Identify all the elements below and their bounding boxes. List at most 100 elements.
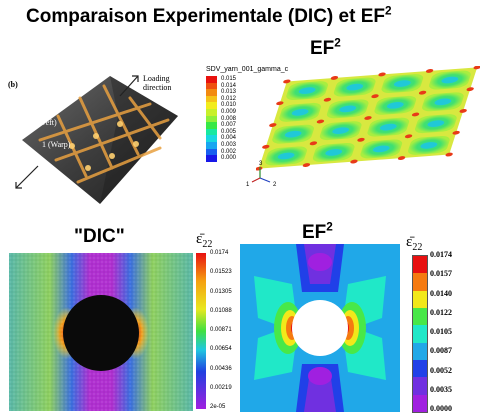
ef-top-legend-swatch bbox=[206, 128, 217, 136]
ef-top-legend-value: 0.002 bbox=[221, 148, 237, 155]
mesh-cell-core bbox=[346, 83, 364, 91]
ef-top-legend-swatch bbox=[206, 135, 217, 142]
ef-top-legend-row: 0.007 bbox=[206, 122, 236, 129]
mesh-hotspot bbox=[466, 87, 474, 92]
slide-title: Comparaison Experimentale (DIC) et EF2 bbox=[26, 4, 392, 27]
ef-top-legend-value: 0.004 bbox=[221, 135, 237, 142]
ef-colorbar-band bbox=[413, 394, 427, 412]
ef-top-legend-row: 0.013 bbox=[206, 89, 236, 96]
mesh-cell-core bbox=[379, 123, 397, 131]
ef-top-legend-row: 0.015 bbox=[206, 76, 236, 83]
dic-tick-label: 0.00654 bbox=[210, 346, 232, 353]
ef-bottom-heading: EF2 bbox=[302, 220, 333, 243]
weft-arrow bbox=[29, 105, 49, 119]
ef-top-legend-swatch bbox=[206, 122, 217, 129]
ef-top-legend-title: SDV_yarn_001_gamma_c bbox=[206, 66, 289, 73]
ef-bottom-colorbar bbox=[412, 255, 428, 413]
mesh-cell-core bbox=[284, 130, 302, 138]
mesh-hotspot bbox=[364, 116, 372, 120]
mesh-hotspot bbox=[323, 97, 332, 102]
mesh-hotspot bbox=[269, 123, 277, 127]
ef-colorbar-band bbox=[413, 359, 427, 378]
ef-hole bbox=[292, 300, 348, 356]
yarn-highlights bbox=[38, 84, 170, 184]
mesh-cell-core bbox=[298, 87, 316, 94]
mesh-hotspot bbox=[350, 159, 358, 164]
dic-symbol: ε̄22 bbox=[196, 231, 213, 250]
ef-top-legend-swatch bbox=[206, 148, 217, 156]
dic-colorbar-ticks: 0.0174 0.01523 0.01305 0.01088 0.00871 0.0065… bbox=[210, 250, 250, 412]
ef-top-legend-value: 0.005 bbox=[221, 128, 237, 135]
mesh-hotspot bbox=[276, 101, 284, 106]
mesh-hotspot bbox=[256, 166, 263, 171]
mesh-cell-core bbox=[386, 102, 404, 109]
ef-top-legend-row: 0.000 bbox=[206, 155, 236, 162]
mesh-cell-core bbox=[372, 145, 390, 153]
ef-top-legend-swatch bbox=[206, 115, 217, 123]
mesh-cell-core bbox=[291, 109, 309, 116]
ef-colorbar-band bbox=[413, 342, 427, 360]
warp-label: 1 (Warp) bbox=[42, 140, 71, 149]
ef-top-legend-row: 0.009 bbox=[206, 108, 237, 116]
ef-top-mesh bbox=[256, 66, 480, 171]
ef-top-legend-row: 0.004 bbox=[206, 135, 236, 142]
ef-colorbar-band bbox=[413, 273, 427, 291]
ef-colorbar-band bbox=[413, 290, 427, 308]
ef-top-legend-swatch bbox=[206, 89, 217, 96]
mesh-hotspot bbox=[283, 79, 291, 84]
mesh-hotspot bbox=[452, 130, 460, 135]
mesh-cell-core bbox=[277, 152, 295, 160]
ef-top-legend-swatch bbox=[206, 76, 217, 83]
mesh-hotspot bbox=[411, 112, 420, 117]
ef-tick-label: 0.0035 bbox=[430, 384, 452, 394]
ef-tick-label: 0.0105 bbox=[430, 327, 452, 336]
dic-tick-label: 0.0174 bbox=[210, 250, 229, 256]
ef-top-legend-value: 0.009 bbox=[221, 108, 237, 115]
mesh-hotspot bbox=[316, 119, 325, 124]
mesh-cell-core bbox=[420, 142, 438, 149]
ef-bottom-strain-field bbox=[240, 244, 400, 412]
mesh-cell-core bbox=[332, 127, 350, 134]
mesh-hotspot bbox=[418, 90, 427, 95]
ef-top-legend-value: 0.008 bbox=[221, 115, 237, 122]
dic-colorbar bbox=[196, 253, 206, 409]
ef-top-legend-value: 0.003 bbox=[221, 141, 237, 148]
ef-tick-label: 0.0140 bbox=[430, 288, 452, 298]
dic-strain-field bbox=[9, 253, 193, 411]
ef-tick-label: 0.0174 bbox=[430, 250, 452, 259]
ef-top-heading: EF2 bbox=[310, 36, 341, 59]
dic-tick-label: 0.00436 bbox=[210, 365, 232, 372]
ef-top-legend-value: 0.013 bbox=[221, 89, 237, 96]
ef-top-legend-swatch bbox=[206, 95, 217, 103]
mesh-hotspot bbox=[357, 137, 365, 142]
ef-tick-label: 0.0157 bbox=[430, 269, 452, 279]
ef-top-legend-value: 0.010 bbox=[221, 102, 237, 109]
ef-top-legend-value: 0.012 bbox=[221, 95, 237, 102]
ef-top-legend: 0.015 0.014 0.013 0.012 0.010 0.009 0.008 0.007… bbox=[206, 76, 236, 162]
mesh-hotspot bbox=[445, 152, 453, 157]
loading-arrow bbox=[119, 75, 139, 97]
photo-tag: (b) bbox=[8, 80, 18, 89]
ef-bottom-symbol: ε̄22 bbox=[406, 234, 423, 253]
loading-direction-label: Loading direction bbox=[143, 74, 172, 92]
ef-colorbar-band bbox=[413, 377, 427, 395]
mesh-hotspot bbox=[371, 94, 379, 99]
ef-top-legend-row: 0.003 bbox=[206, 141, 237, 149]
ef-top-legend-row: 0.008 bbox=[206, 115, 237, 123]
ef-top-legend-value: 0.000 bbox=[221, 155, 237, 162]
ef-top-legend-row: 0.014 bbox=[206, 82, 236, 90]
dic-tick-label: 0.00871 bbox=[210, 327, 232, 333]
ef-top-axis-triad bbox=[251, 167, 271, 183]
mesh-cell-core bbox=[325, 149, 343, 156]
ef-tick-label: 0.0087 bbox=[430, 346, 452, 356]
dic-tick-label: 0.01305 bbox=[210, 288, 232, 295]
ef-colorbar-band bbox=[413, 325, 427, 343]
mesh-hotspot bbox=[302, 163, 311, 168]
mesh-hotspot bbox=[397, 156, 406, 160]
ef-bottom-colorbar-ticks: 0.0174 0.0157 0.0140 0.0122 0.0105 0.0087 0.00… bbox=[430, 250, 478, 414]
mesh-cell-core bbox=[393, 80, 411, 87]
dic-tick-label: 0.01523 bbox=[210, 269, 232, 276]
axis-label-3: 3 bbox=[259, 161, 263, 167]
ef-top-legend-swatch bbox=[206, 108, 217, 116]
ef-top-legend-value: 0.015 bbox=[221, 76, 237, 82]
